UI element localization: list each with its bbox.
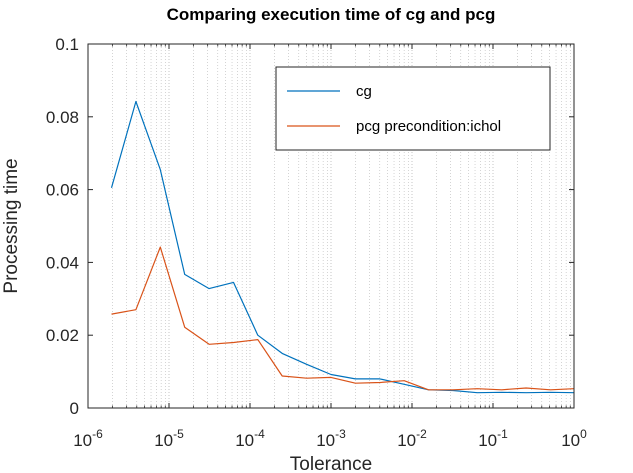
x-tick-label: 10-2 — [397, 427, 427, 450]
chart-title: Comparing execution time of cg and pcg — [167, 5, 496, 24]
legend-label-pcg: pcg precondition:ichol — [356, 118, 501, 135]
x-tick-labels: 10-6 10-5 10-4 10-3 10-2 10-1 100 — [73, 427, 587, 450]
x-tick-label: 10-6 — [73, 427, 103, 450]
axis-ticks — [87, 43, 575, 409]
y-tick-label: 0 — [70, 399, 79, 418]
legend-label-cg: cg — [356, 83, 372, 100]
y-tick-label: 0.08 — [46, 108, 79, 127]
series-line-cg — [110, 100, 575, 394]
x-tick-label: 10-1 — [478, 427, 508, 450]
y-axis-label: Processing time — [1, 158, 22, 293]
legend: cg pcg precondition:ichol — [275, 66, 551, 151]
y-tick-label: 0.06 — [46, 181, 79, 200]
x-tick-label: 100 — [561, 427, 587, 450]
series-line-pcg — [111, 246, 575, 391]
legend-box — [275, 66, 551, 151]
x-tick-label: 10-4 — [235, 427, 265, 450]
y-tick-label: 0.1 — [55, 35, 79, 54]
x-tick-label: 10-5 — [154, 427, 184, 450]
x-tick-label: 10-3 — [316, 427, 346, 450]
y-tick-labels: 0 0.02 0.04 0.06 0.08 0.1 — [46, 35, 79, 418]
x-axis-label: Tolerance — [290, 454, 372, 473]
y-tick-label: 0.02 — [46, 326, 79, 345]
y-tick-label: 0.04 — [46, 253, 79, 272]
series-layer — [110, 100, 575, 394]
